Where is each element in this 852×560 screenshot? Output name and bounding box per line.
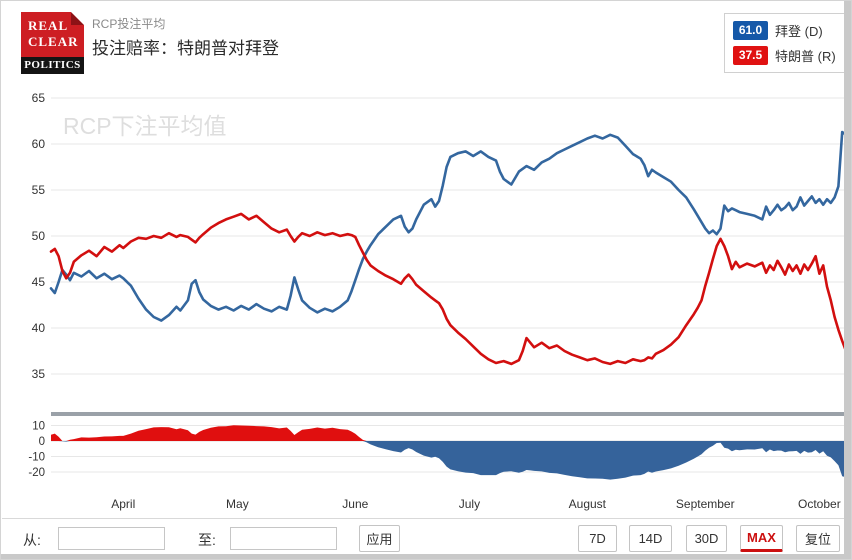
- rcp-logo-text: REAL: [28, 18, 69, 33]
- svg-text:45: 45: [32, 275, 46, 289]
- svg-text:June: June: [342, 497, 368, 511]
- betting-odds-chart[interactable]: 65 60 55 50 45 40 35 RCP下注平均值 10 0 -10 -20 April May J…: [1, 86, 852, 516]
- svg-text:0: 0: [39, 436, 45, 448]
- svg-text:60: 60: [32, 137, 46, 151]
- to-label: 至:: [198, 532, 216, 548]
- svg-text:40: 40: [32, 321, 46, 335]
- svg-text:April: April: [111, 497, 135, 511]
- svg-text:August: August: [569, 497, 607, 511]
- rcp-logo: REAL CLEAR POLITICS: [21, 12, 84, 74]
- svg-text:October: October: [798, 497, 841, 511]
- window-shadow-bottom: [1, 554, 851, 559]
- to-date-input[interactable]: [230, 527, 337, 550]
- svg-text:35: 35: [32, 367, 46, 381]
- range-30d-button[interactable]: 30D: [686, 525, 727, 552]
- svg-text:10: 10: [32, 421, 45, 433]
- range-max-button[interactable]: MAX: [740, 525, 783, 552]
- trump-label: 特朗普 (R): [775, 49, 836, 64]
- svg-text:May: May: [226, 497, 249, 511]
- svg-text:July: July: [459, 497, 480, 511]
- svg-text:65: 65: [32, 91, 46, 105]
- footer-toolbar: 从: 至: 应用 7D 14D 30D MAX 复位: [2, 518, 846, 556]
- svg-text:-20: -20: [28, 467, 45, 479]
- reset-button[interactable]: 复位: [796, 525, 840, 552]
- page-title: 投注赔率：特朗普对拜登: [92, 39, 279, 58]
- svg-text:RCP下注平均值: RCP下注平均值: [63, 113, 227, 139]
- window-shadow-right: [844, 1, 851, 559]
- biden-value-badge: 61.0: [733, 21, 768, 40]
- biden-label: 拜登 (D): [775, 24, 823, 39]
- chart-subtitle: RCP投注平均: [92, 17, 166, 31]
- apply-button[interactable]: 应用: [359, 525, 400, 552]
- legend-item-biden: 61.0 拜登 (D): [733, 21, 837, 40]
- range-7d-button[interactable]: 7D: [578, 525, 617, 552]
- from-date-input[interactable]: [58, 527, 165, 550]
- chart-area: 65 60 55 50 45 40 35 RCP下注平均值 10 0 -10 -20 April May J…: [1, 86, 852, 516]
- svg-text:50: 50: [32, 229, 46, 243]
- svg-text:-10: -10: [28, 452, 45, 464]
- trump-value-badge: 37.5: [733, 46, 768, 65]
- legend-item-trump: 37.5 特朗普 (R): [733, 46, 837, 65]
- from-label: 从:: [23, 532, 41, 548]
- legend: 61.0 拜登 (D) 37.5 特朗普 (R): [724, 13, 846, 73]
- range-14d-button[interactable]: 14D: [629, 525, 672, 552]
- svg-text:55: 55: [32, 183, 46, 197]
- svg-text:September: September: [676, 497, 735, 511]
